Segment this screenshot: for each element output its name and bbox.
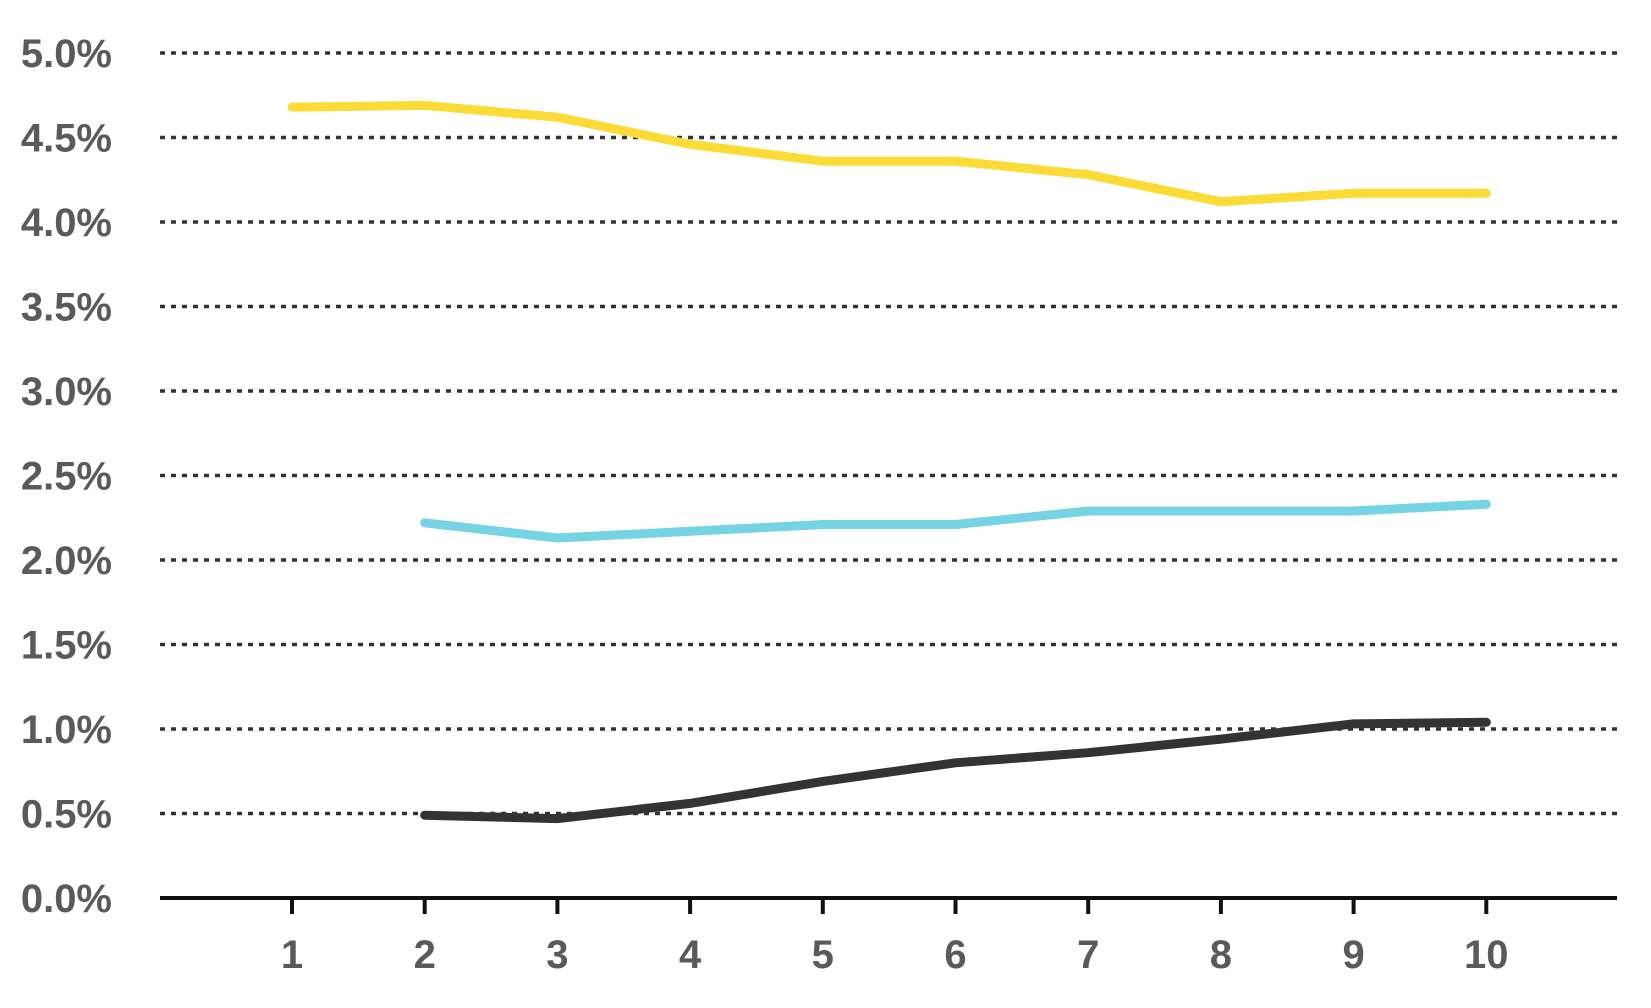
x-axis — [160, 896, 1617, 914]
x-tick-label: 2 — [414, 933, 436, 977]
x-axis-tick-labels: 1 2 3 4 5 6 7 8 9 10 — [281, 933, 1509, 977]
y-tick-label: 1.0% — [21, 708, 112, 752]
y-tick-label: 3.0% — [21, 370, 112, 414]
series-line-1 — [287, 100, 1491, 207]
x-tick-label: 4 — [679, 933, 702, 977]
x-tick-label: 8 — [1210, 933, 1232, 977]
y-tick-label: 4.0% — [21, 201, 112, 245]
x-tick-label: 3 — [546, 933, 568, 977]
x-tick-label: 10 — [1464, 933, 1509, 977]
x-tick-label: 7 — [1077, 933, 1099, 977]
y-tick-label: 3.5% — [21, 286, 112, 330]
x-tick-label: 5 — [812, 933, 834, 977]
series-lines — [287, 100, 1491, 824]
series-line-2 — [420, 499, 1491, 543]
y-tick-label: 4.5% — [21, 117, 112, 161]
gridlines — [160, 51, 1617, 816]
y-tick-label: 2.0% — [21, 539, 112, 583]
y-tick-label: 5.0% — [21, 32, 112, 76]
x-tick-label: 6 — [944, 933, 966, 977]
y-tick-label: 1.5% — [21, 624, 112, 668]
series-line-3 — [420, 717, 1491, 824]
x-tick-label: 1 — [281, 933, 303, 977]
y-tick-label: 0.0% — [21, 877, 112, 921]
y-axis-tick-labels: 0.0% 0.5% 1.0% 1.5% 2.0% 2.5% 3.0% 3.5% 4.0% 4.5%… — [21, 32, 112, 921]
y-tick-label: 0.5% — [21, 793, 112, 837]
x-tick-label: 9 — [1342, 933, 1364, 977]
y-tick-label: 2.5% — [21, 455, 112, 499]
